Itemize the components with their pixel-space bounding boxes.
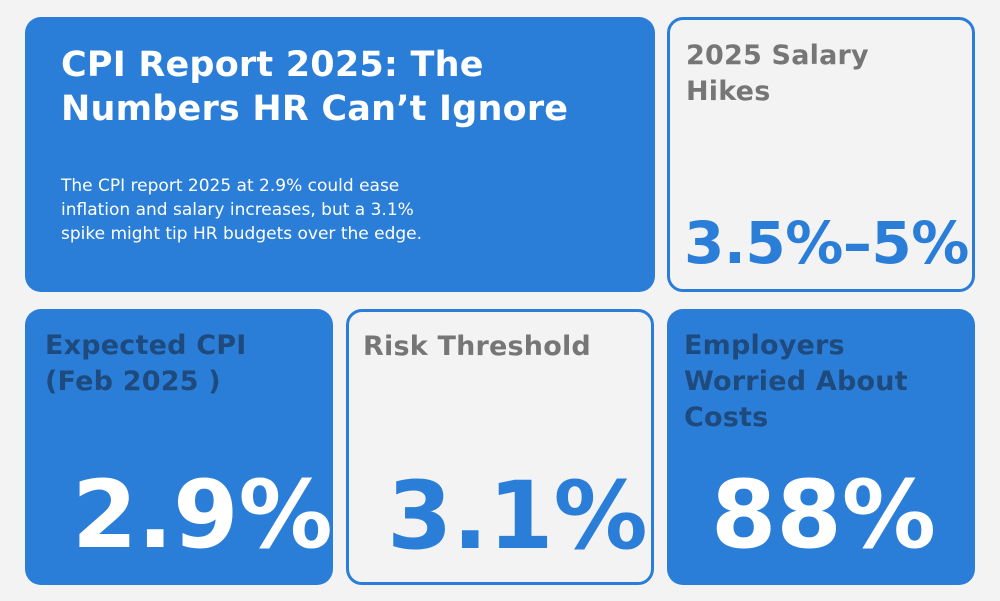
employers-worried-card: Employers Worried About Costs 88% (667, 309, 975, 585)
expected-cpi-value: 2.9% (72, 461, 333, 570)
salary-hikes-card: 2025 Salary Hikes 3.5%–5% (667, 17, 975, 292)
employers-worried-value: 88% (711, 461, 936, 570)
salary-hikes-label: 2025 Salary Hikes (686, 40, 869, 107)
expected-cpi-card: Expected CPI (Feb 2025 ) 2.9% (25, 309, 333, 585)
risk-threshold-card: Risk Threshold 3.1% (346, 309, 654, 585)
risk-threshold-label: Risk Threshold (363, 331, 591, 362)
page-title: CPI Report 2025: The Numbers HR Can’t Ig… (61, 45, 569, 129)
salary-hikes-value: 3.5%–5% (684, 209, 969, 277)
hero-description: The CPI report 2025 at 2.9% could ease i… (61, 176, 423, 244)
risk-threshold-value: 3.1% (387, 462, 648, 571)
hero-card: CPI Report 2025: The Numbers HR Can’t Ig… (25, 17, 655, 292)
employers-worried-label: Employers Worried About Costs (684, 330, 908, 433)
expected-cpi-label: Expected CPI (Feb 2025 ) (45, 330, 247, 397)
